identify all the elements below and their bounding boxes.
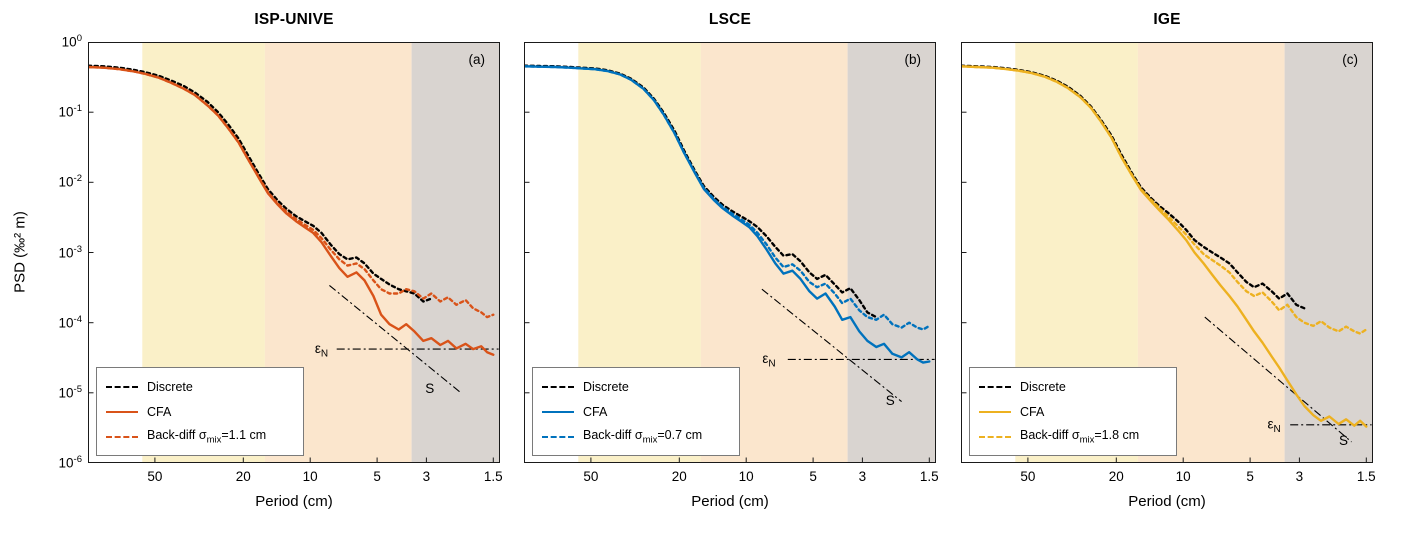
signal-slope-line <box>1204 316 1352 443</box>
x-tick-label: 20 <box>235 469 251 484</box>
x-tick-label: 20 <box>1108 469 1124 484</box>
legend: Discrete CFA Back-diff σmix=0.7 cm <box>532 367 740 456</box>
noise-floor-label: εN <box>1267 417 1280 436</box>
legend-label-backdiff: Back-diff σmix=1.8 cm <box>1020 427 1140 446</box>
panel-tag: (b) <box>904 52 922 67</box>
legend: Discrete CFA Back-diff σmix=1.1 cm <box>96 367 304 456</box>
legend-label-discrete: Discrete <box>147 379 193 394</box>
panel-title: IGE <box>1153 11 1181 28</box>
x-tick-label: 5 <box>373 469 381 484</box>
x-tick-label: 50 <box>1020 469 1036 484</box>
panel-tag: (c) <box>1342 52 1358 67</box>
signal-slope-label: S <box>425 381 434 396</box>
legend-item-cfa: CFA <box>542 399 730 424</box>
legend-item-discrete: Discrete <box>106 374 294 399</box>
signal-slope-line <box>329 284 462 394</box>
x-tick-label: 50 <box>583 469 599 484</box>
curve-cfa <box>88 65 495 356</box>
band-gray <box>1284 42 1373 463</box>
legend-label-backdiff: Back-diff σmix=1.1 cm <box>147 427 267 446</box>
legend-line-backdiff <box>106 435 138 438</box>
x-tick-label: 50 <box>147 469 163 484</box>
x-tick-label: 10 <box>738 469 754 484</box>
legend-line-cfa <box>542 410 574 413</box>
noise-floor-label: εN <box>315 341 328 360</box>
legend-label-discrete: Discrete <box>1020 379 1066 394</box>
x-tick-label: 10 <box>1175 469 1191 484</box>
x-tick-label: 10 <box>302 469 318 484</box>
y-tick-label: 10-4 <box>58 313 82 331</box>
x-tick-label: 20 <box>671 469 687 484</box>
legend-item-backdiff: Back-diff σmix=1.8 cm <box>979 424 1167 449</box>
band-gray <box>847 42 936 463</box>
noise-floor-label: εN <box>762 351 775 370</box>
y-tick-label: 10-3 <box>58 243 82 261</box>
legend: Discrete CFA Back-diff σmix=1.8 cm <box>969 367 1177 456</box>
legend-line-backdiff <box>542 435 574 438</box>
panel-isp-unive: ISP-UNIVE εN S (a) Discrete CFA Back-diff… <box>88 11 503 510</box>
y-tick-label: 10-2 <box>58 173 82 190</box>
panel-lsce: LSCE εN S (b) Discrete CFA Back-diff σmix… <box>524 11 939 510</box>
legend-item-cfa: CFA <box>106 399 294 424</box>
x-tick-label: 3 <box>1295 469 1304 484</box>
panel-ige: IGE εN S (c) Discrete CFA Back-diff σmix=… <box>961 11 1376 510</box>
curve-cfa <box>524 65 931 364</box>
y-tick-label: 10-5 <box>58 383 82 401</box>
y-axis-label: PSD (‰² m) <box>11 211 29 293</box>
legend-item-backdiff: Back-diff σmix=0.7 cm <box>542 424 730 449</box>
legend-label-cfa: CFA <box>147 404 172 419</box>
legend-item-discrete: Discrete <box>979 374 1167 399</box>
legend-line-backdiff <box>979 435 1011 438</box>
x-tick-label: 5 <box>809 469 817 484</box>
x-tick-label: 1.5 <box>483 469 503 484</box>
y-tick-label: 100 <box>61 33 82 50</box>
signal-slope-label: S <box>1339 433 1348 448</box>
legend-line-discrete <box>106 385 138 388</box>
x-tick-label: 1.5 <box>1356 469 1376 484</box>
legend-line-discrete <box>542 385 574 388</box>
curve-cfa <box>961 65 1368 428</box>
signal-slope-label: S <box>886 393 895 408</box>
y-tick-label: 10-1 <box>58 103 82 120</box>
curve-discrete <box>88 64 433 303</box>
legend-label-backdiff: Back-diff σmix=0.7 cm <box>583 427 703 446</box>
legend-line-discrete <box>979 385 1011 388</box>
signal-slope-line <box>761 288 902 403</box>
y-tick-label: 10-6 <box>58 454 82 471</box>
panel-title: LSCE <box>708 11 752 28</box>
x-tick-label: 3 <box>422 469 431 484</box>
legend-item-discrete: Discrete <box>542 374 730 399</box>
x-tick-label: 3 <box>858 469 867 484</box>
legend-label-cfa: CFA <box>1020 404 1045 419</box>
band-gray <box>411 42 500 463</box>
x-axis-label: Period (cm) <box>691 493 769 510</box>
legend-line-cfa <box>106 410 138 413</box>
plot-area-isp-unive: εN S <box>88 42 500 463</box>
panel-title: ISP-UNIVE <box>254 11 334 28</box>
legend-label-cfa: CFA <box>583 404 608 419</box>
x-tick-label: 5 <box>1246 469 1254 484</box>
legend-item-backdiff: Back-diff σmix=1.1 cm <box>106 424 294 449</box>
panel-tag: (a) <box>468 52 486 67</box>
legend-line-cfa <box>979 410 1011 413</box>
x-tick-label: 1.5 <box>919 469 939 484</box>
x-axis-label: Period (cm) <box>255 493 333 510</box>
legend-label-discrete: Discrete <box>583 379 629 394</box>
legend-item-cfa: CFA <box>979 399 1167 424</box>
x-axis-label: Period (cm) <box>1128 493 1206 510</box>
